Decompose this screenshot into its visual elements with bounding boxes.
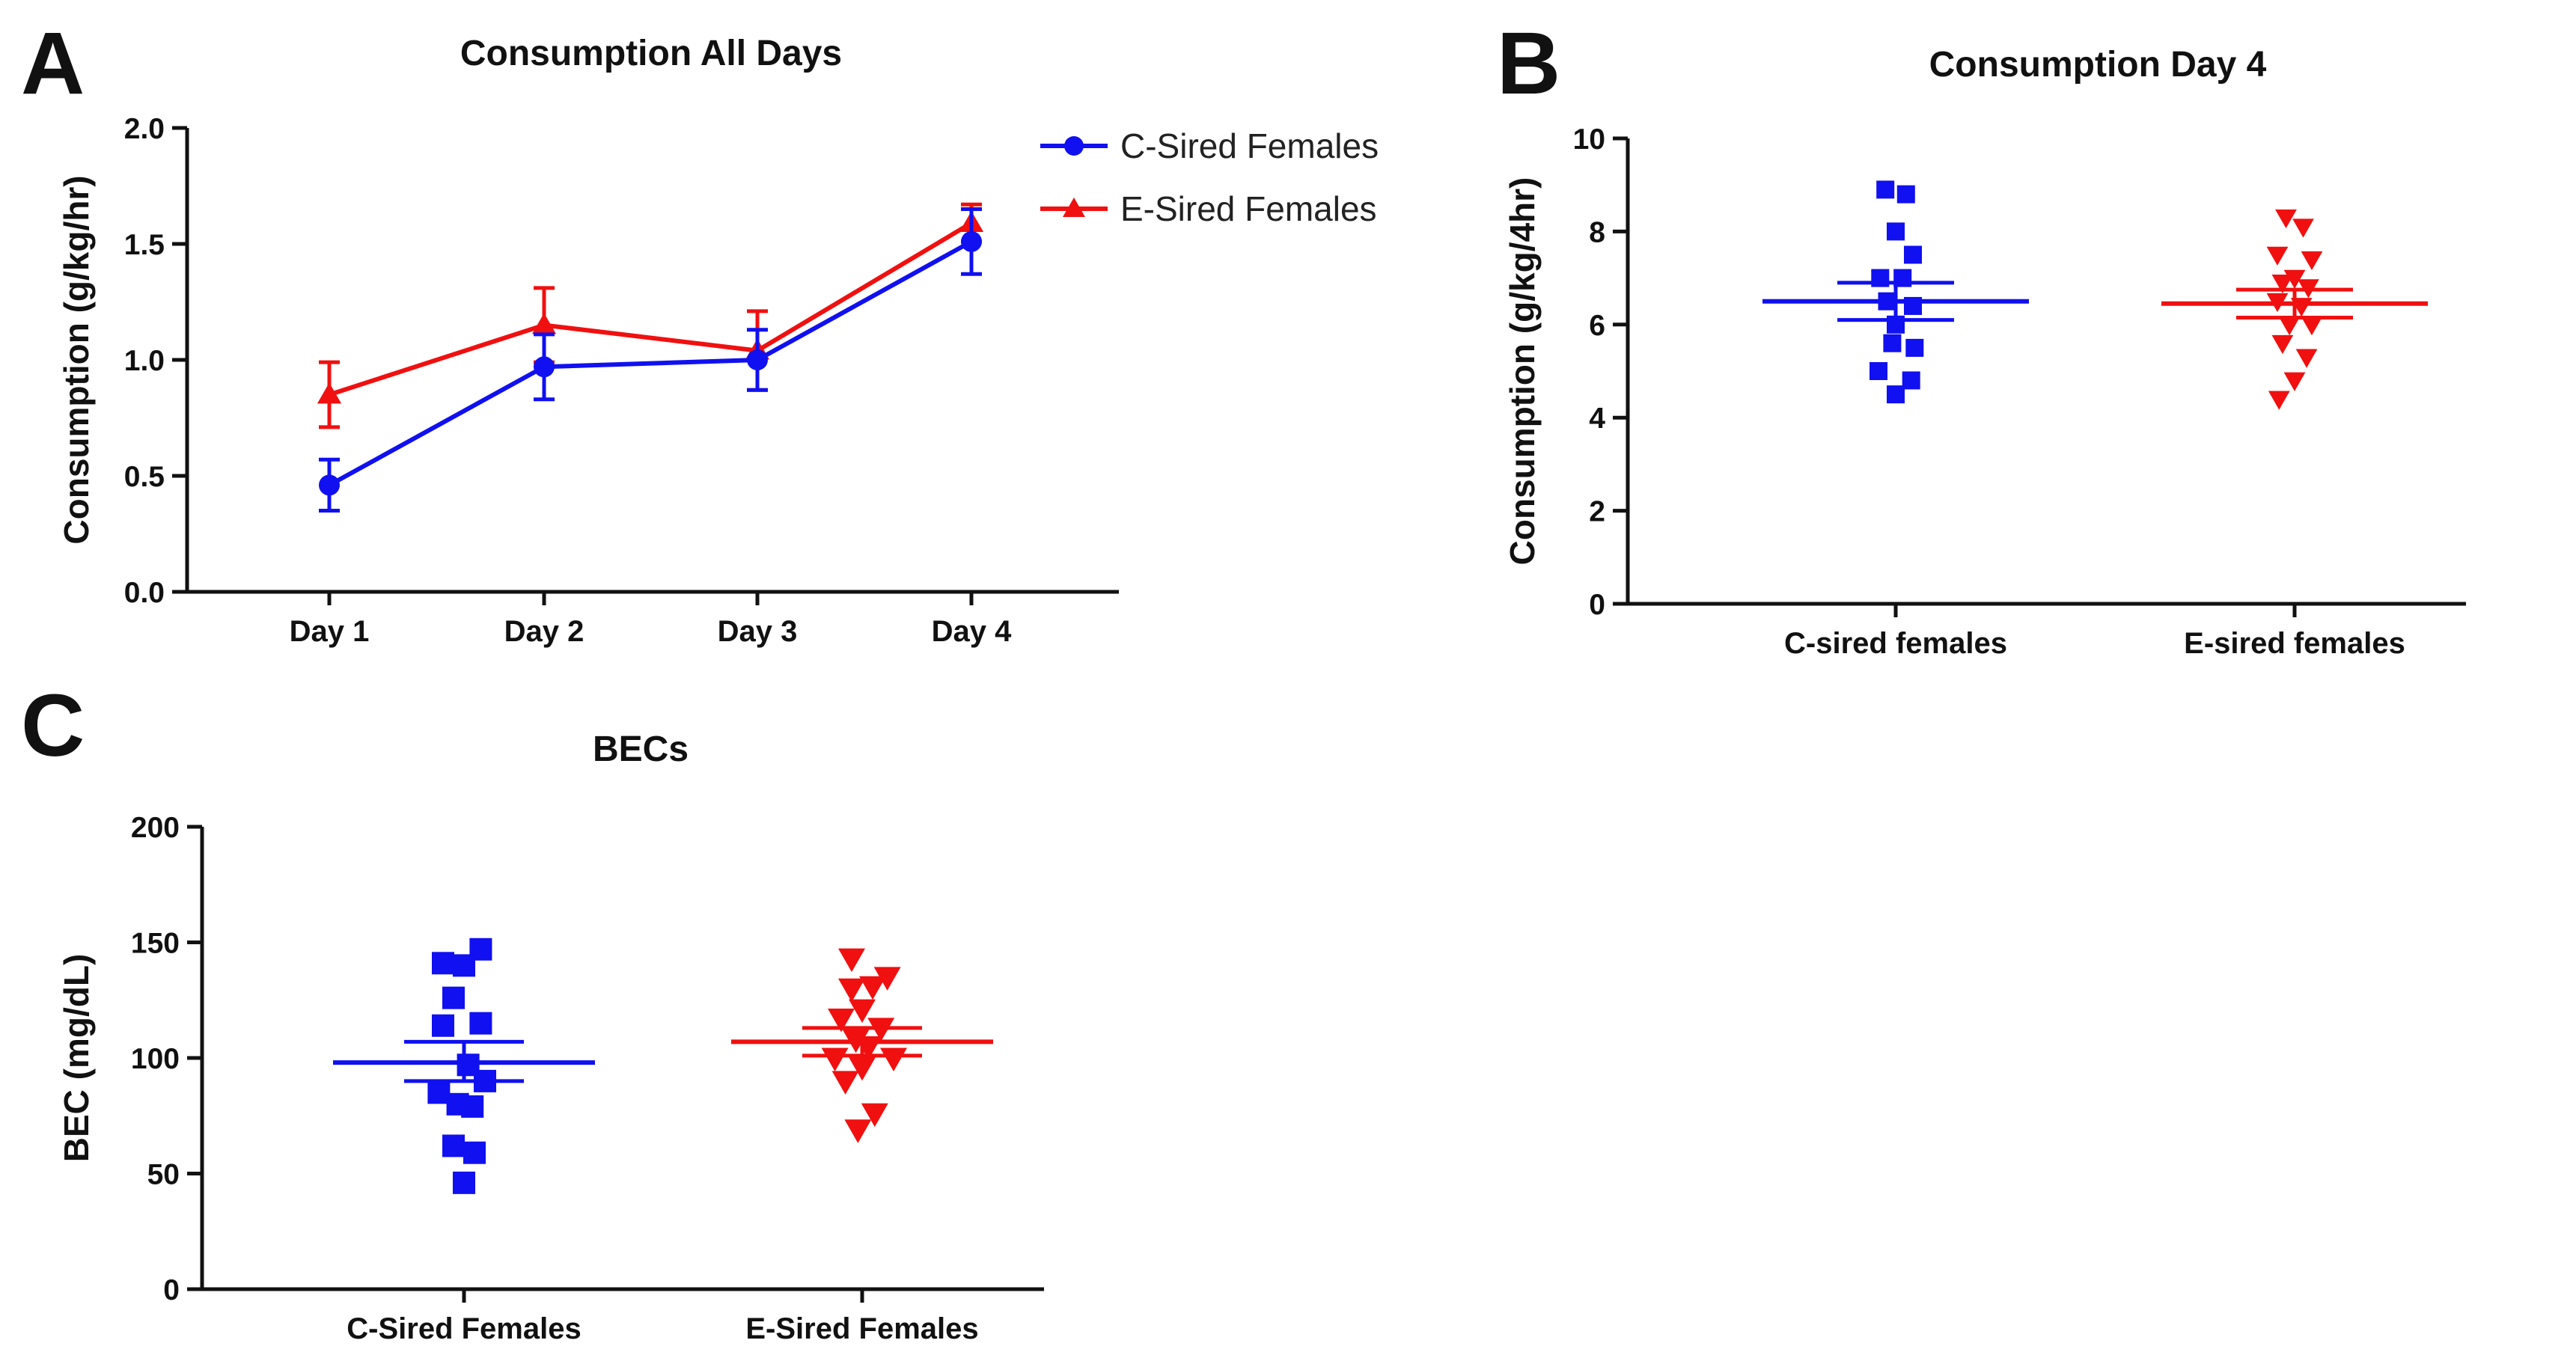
data-point (873, 967, 901, 991)
panel-label-b: B (1497, 14, 1560, 113)
group-c-sired-females (1762, 180, 2029, 404)
legend-marker (1064, 136, 1084, 156)
x-tick-label: Day 2 (504, 615, 585, 648)
y-tick-label: 1.5 (124, 229, 165, 261)
data-point (442, 986, 465, 1009)
data-point (432, 952, 454, 975)
series-e-sired-females (317, 202, 984, 429)
data-point (2292, 218, 2314, 238)
data-point (849, 1056, 876, 1081)
chart-a: Consumption All Days 0.0 0.5 1.0 1.5 2.0 Consu… (57, 34, 1379, 648)
panel-label-c: C (21, 676, 85, 775)
data-point (1896, 185, 1915, 204)
series-c-sired-females (319, 207, 982, 513)
data-point (828, 1008, 855, 1033)
data-point (2266, 246, 2289, 266)
data-point (844, 1119, 872, 1143)
y-tick-label: 0.0 (124, 577, 165, 609)
y-tick-label: 200 (131, 812, 180, 844)
data-point (2271, 334, 2294, 355)
legend-entry: E-Sired Females (1120, 189, 1377, 228)
x-tick-label: C-sired females (1784, 627, 2007, 660)
chart-title: BECs (593, 730, 689, 769)
y-axis-label: Consumption (g/kg/4hr) (1503, 177, 1542, 566)
data-point (2283, 372, 2306, 391)
data-point (2301, 251, 2323, 271)
x-tick-label: Day 3 (718, 615, 798, 648)
y-axis-label: BEC (mg/dL) (57, 954, 96, 1163)
data-point (1904, 245, 1922, 264)
legend: C-Sired Females E-Sired Females (1040, 126, 1379, 228)
y-tick-label: 0 (1589, 589, 1605, 621)
data-point (747, 349, 768, 370)
data-point (1870, 362, 1887, 380)
y-tick-label: 0 (163, 1274, 180, 1306)
chart-title: Consumption Day 4 (1929, 45, 2267, 85)
data-point (2268, 391, 2290, 410)
x-tick-label: Day 4 (932, 615, 1012, 648)
data-point (2271, 275, 2294, 294)
data-point (1883, 334, 1902, 352)
series-line (328, 239, 973, 488)
data-point (880, 1047, 907, 1071)
y-tick-label: 150 (131, 928, 180, 960)
chart-title: Consumption All Days (460, 34, 842, 73)
x-tick-label: Day 1 (290, 615, 370, 648)
y-tick-label: 2 (1589, 496, 1605, 528)
data-point (2278, 316, 2301, 336)
data-point (432, 1014, 454, 1037)
data-point (531, 313, 557, 334)
data-point (1905, 338, 1924, 357)
y-tick-label: 50 (147, 1159, 180, 1191)
y-tick-label: 100 (131, 1043, 180, 1075)
y-tick-label: 4 (1589, 403, 1605, 435)
data-point (1887, 222, 1905, 241)
data-point (1902, 371, 1920, 390)
y-tick-label: 2.0 (124, 113, 165, 145)
data-point (463, 1141, 486, 1164)
data-point (838, 978, 865, 1003)
data-point (838, 948, 865, 973)
data-point (2301, 316, 2323, 336)
x-tick-label: C-Sired Females (347, 1312, 581, 1345)
legend-entry: C-Sired Females (1120, 126, 1379, 165)
data-point (442, 1134, 465, 1157)
group-e-sired-females (731, 948, 993, 1143)
series-line (329, 221, 973, 397)
data-point (2295, 349, 2318, 368)
y-tick-label: 1.0 (124, 345, 165, 377)
x-tick-label: E-sired females (2184, 627, 2405, 660)
group-c-sired-females (333, 938, 595, 1194)
y-tick-label: 6 (1589, 310, 1605, 342)
chart-c: BECs 0 50 100 150 200 BEC (mg/dL) C-Sired Femal… (57, 730, 1044, 1345)
data-point (2275, 209, 2297, 229)
data-point (534, 356, 555, 378)
data-point (849, 999, 876, 1024)
data-point (469, 1012, 492, 1035)
data-point (859, 976, 886, 1000)
x-tick-label: E-Sired Females (745, 1312, 978, 1345)
chart-b: Consumption Day 4 0 2 4 6 8 10 Consumption (g/k… (1503, 45, 2466, 660)
y-axis-label: Consumption (g/kg/hr) (57, 175, 96, 544)
data-point (319, 474, 340, 496)
data-point (461, 1095, 484, 1118)
legend-marker (1063, 198, 1085, 218)
data-point (1876, 180, 1895, 199)
data-point (821, 1047, 849, 1071)
data-point (453, 1171, 475, 1194)
y-tick-label: 10 (1573, 123, 1605, 156)
data-point (961, 230, 982, 252)
group-e-sired-females (2161, 209, 2428, 410)
data-point (427, 1081, 451, 1104)
data-point (861, 1103, 888, 1128)
data-point (317, 382, 342, 404)
data-point (453, 954, 475, 977)
y-tick-label: 8 (1589, 216, 1605, 248)
data-point (831, 1071, 859, 1095)
panel-label-a: A (21, 14, 85, 113)
data-point (1887, 385, 1905, 404)
y-tick-label: 0.5 (124, 461, 165, 493)
